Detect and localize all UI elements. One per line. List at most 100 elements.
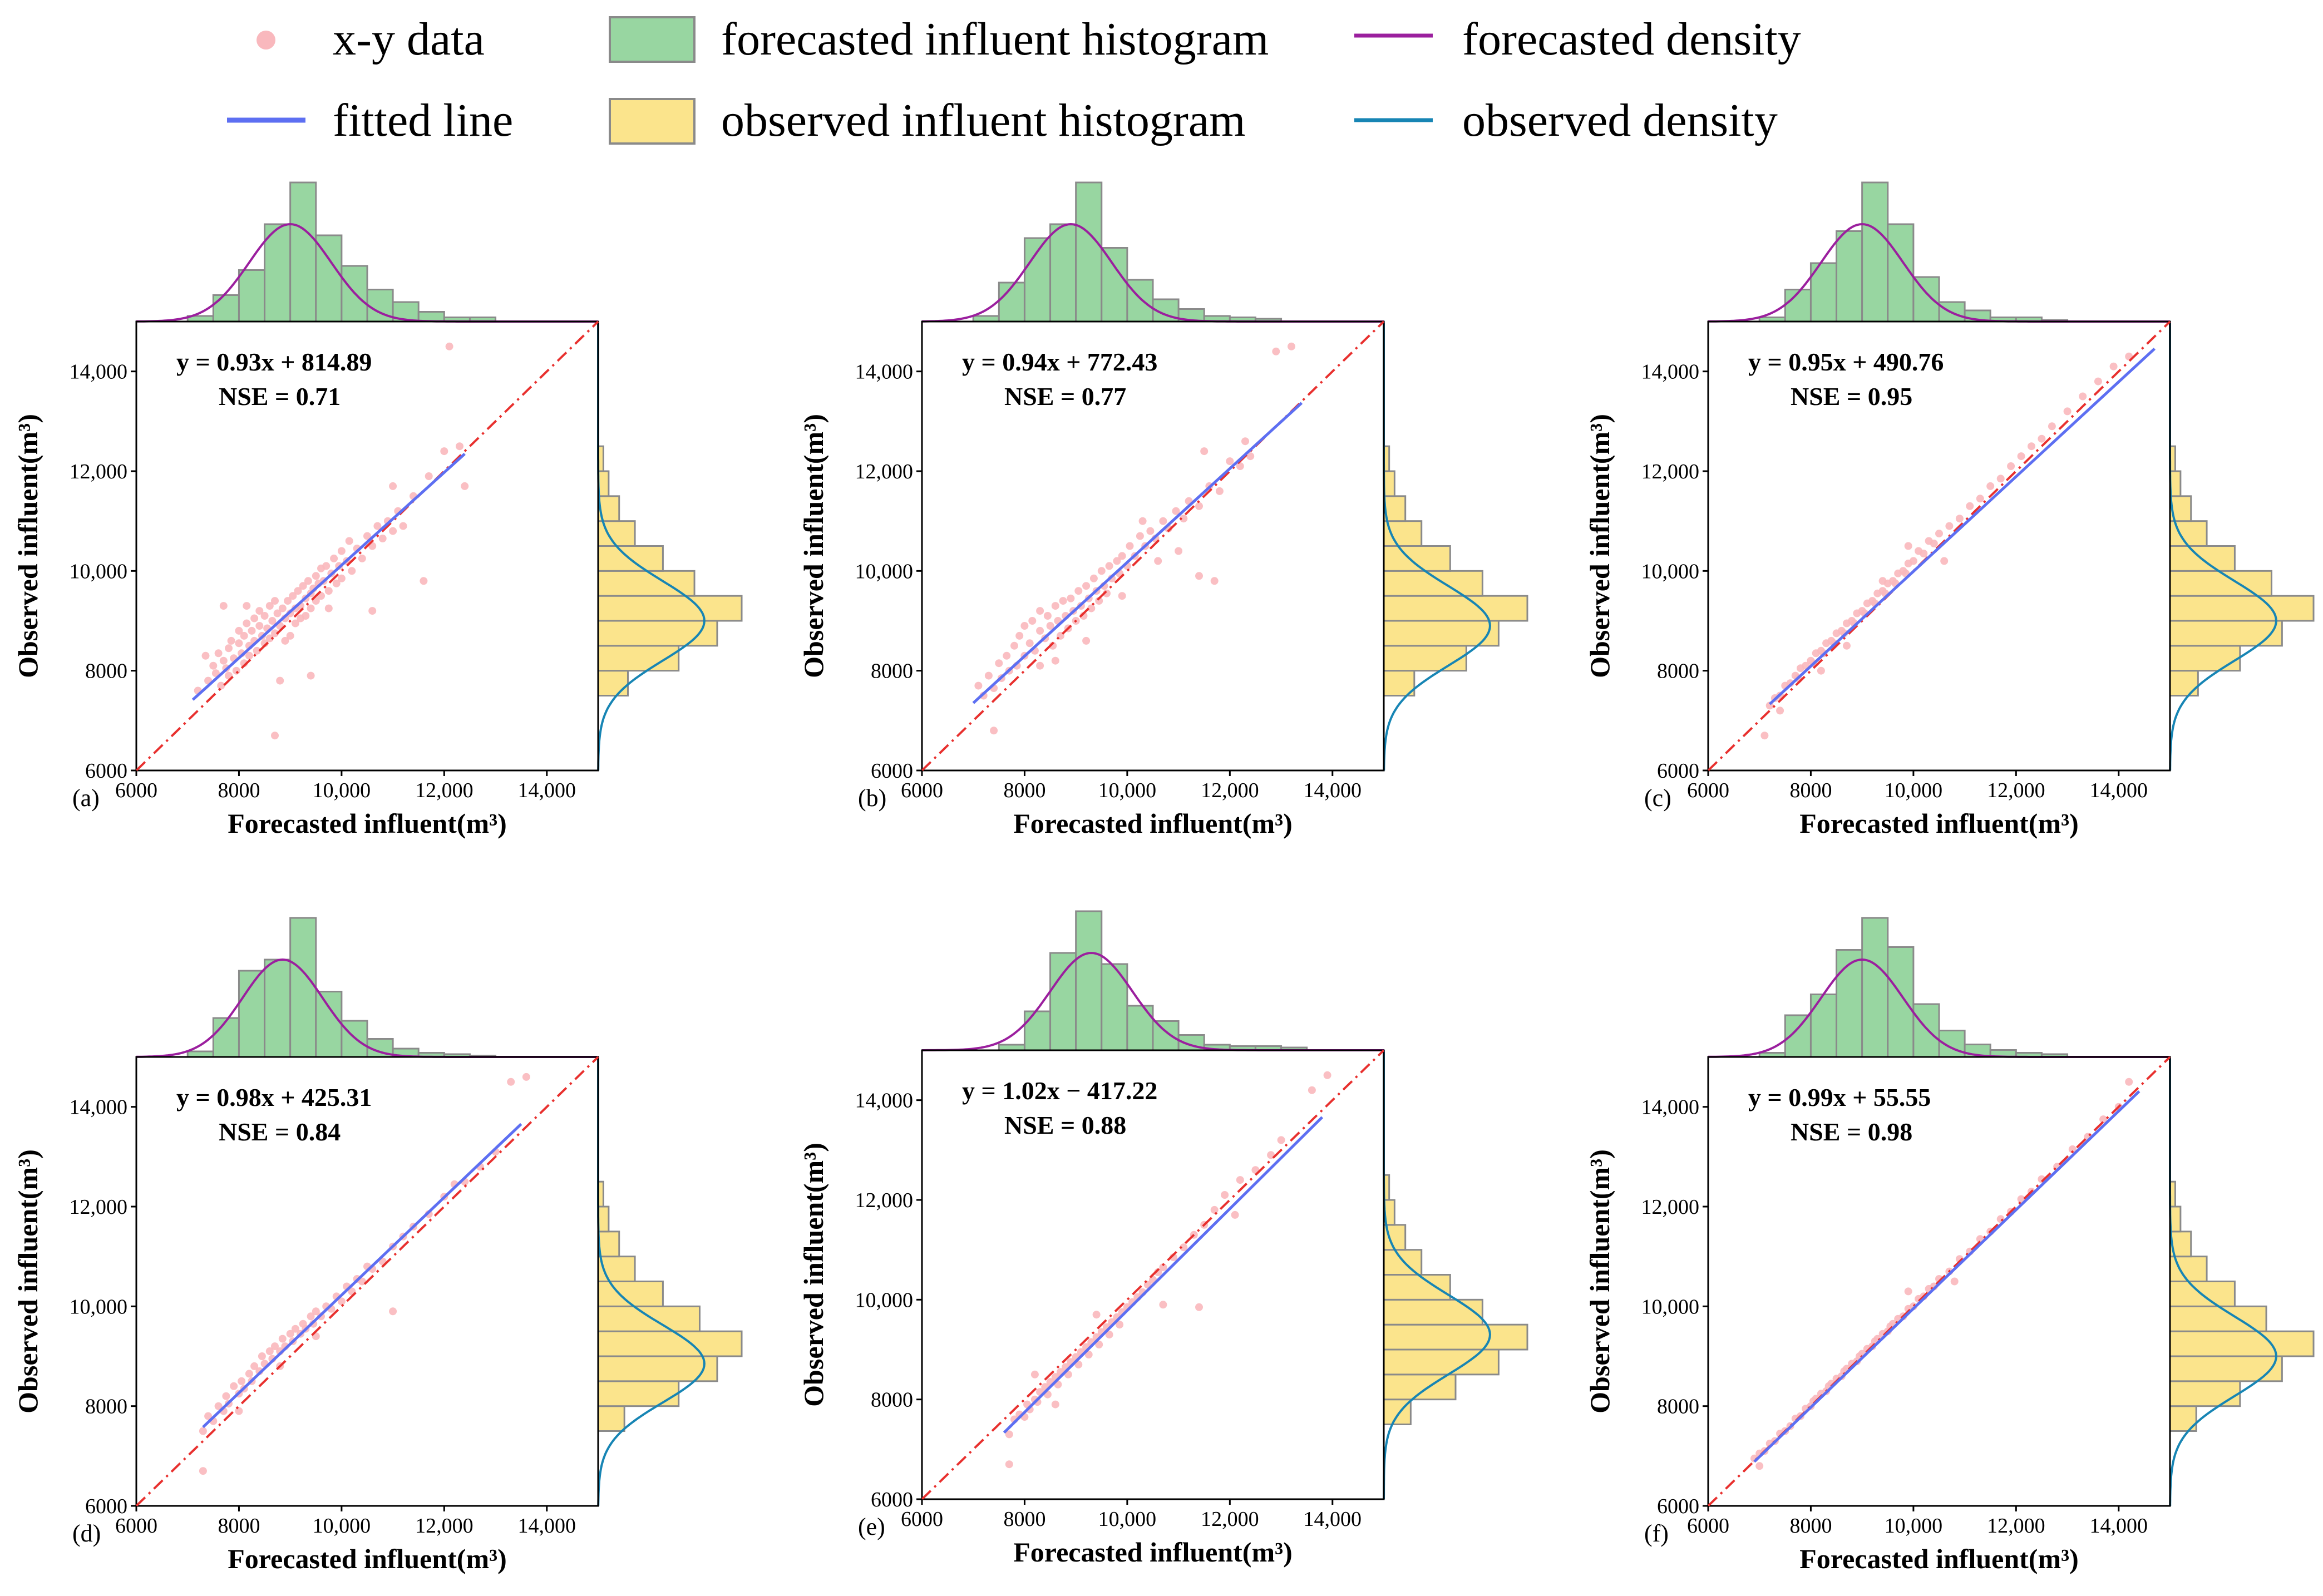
scatter-point [2028, 442, 2035, 451]
scatter-point [253, 646, 261, 655]
forecast-histogram [1758, 181, 2069, 323]
observed-hist-bar [2169, 1355, 2283, 1382]
scatter-point [1180, 515, 1188, 523]
x-tick-label: 8000 [218, 779, 260, 802]
y-tick-label: 12,000 [855, 1189, 914, 1212]
scatter-point [1955, 515, 1964, 523]
fitted-line [1753, 1090, 2140, 1463]
y-tick-label: 6000 [1657, 1495, 1699, 1518]
x-tick-label: 6000 [901, 779, 943, 802]
scatter-point [1945, 522, 1954, 530]
scatter-point [1082, 582, 1091, 590]
scatter-point [250, 614, 259, 622]
scatter-point [219, 656, 228, 665]
panel-b: 6000 8000 10,000 12,000 14,000 6000 8000 10,000… [798, 181, 1528, 839]
fitted-line [202, 1123, 522, 1429]
y-tick-label: 10,000 [855, 560, 914, 583]
observed-hist-bar [1383, 1348, 1500, 1376]
scatter-point [1051, 656, 1059, 665]
scatter-point [245, 1370, 253, 1378]
scatter-point [974, 681, 983, 690]
scatter-point [1323, 1071, 1331, 1079]
plot-frame [921, 320, 1385, 772]
x-tick-label: 12,000 [1987, 1514, 2045, 1538]
panel-label: (c) [1644, 784, 1671, 812]
scatter-point [1215, 487, 1224, 495]
scatter-point [1817, 666, 1825, 675]
scatter-point [1138, 517, 1147, 525]
legend-forecast-density-label: forecasted density [1462, 13, 1801, 65]
legend-item-observed-hist: observed influent histogram [609, 95, 1245, 146]
y-tick-label: 12,000 [70, 460, 128, 483]
y-tick-label: 6000 [871, 759, 913, 783]
scatter-point [1126, 542, 1134, 550]
scatter-point [2063, 407, 2072, 416]
plot-frame [135, 1056, 599, 1507]
legend-forecast-hist-label: forecasted influent histogram [721, 13, 1269, 65]
scatter-point [199, 1467, 207, 1475]
y-tick-label: 14,000 [1641, 360, 1700, 384]
scatter-series [194, 342, 469, 740]
scatter-point [1051, 1400, 1059, 1409]
scatter-point [250, 1362, 259, 1370]
scatter-point [373, 522, 382, 530]
forecast-hist-bar [212, 1017, 240, 1058]
scatter-point [286, 1330, 294, 1338]
scatter-point [1226, 457, 1234, 466]
x-axis-label: Forecasted influent(m³) [1799, 1543, 2078, 1574]
forecast-hist-bar [264, 223, 292, 323]
scatter-point [345, 537, 353, 545]
forecast-hist-bar [289, 917, 317, 1058]
legend: x-y data fitted line forecasted influent… [227, 13, 1801, 146]
nse-value: NSE = 0.77 [1004, 382, 1126, 411]
forecast-hist-bar [1861, 181, 1889, 323]
panels: 6000 8000 10,000 12,000 14,000 6000 8000 10,000… [12, 181, 2315, 1574]
fitted-line [1003, 1116, 1324, 1434]
y-tick-label: 12,000 [1641, 460, 1700, 483]
legend-item-forecast-hist: forecasted influent histogram [609, 13, 1269, 65]
scatter-point [1246, 452, 1255, 461]
scatter-point [304, 577, 312, 585]
scatter-point [1904, 1287, 1912, 1296]
scatter-point [222, 1392, 230, 1400]
legend-forecast-hist-marker [609, 16, 696, 63]
panel-label: (d) [72, 1520, 101, 1547]
x-tick-label: 8000 [1789, 1514, 1832, 1538]
scatter-point [1116, 1321, 1124, 1329]
scatter-point [1092, 1311, 1101, 1319]
scatter-point [1095, 1341, 1103, 1348]
forecast-hist-bar [1836, 230, 1863, 323]
scatter-point [363, 532, 371, 540]
x-axis-label: Forecasted influent(m³) [228, 808, 506, 839]
scatter-point [243, 619, 251, 627]
y-tick-label: 14,000 [1641, 1096, 1700, 1119]
x-tick-label: 10,000 [1098, 779, 1157, 802]
scatter-point [1175, 547, 1183, 555]
one-to-one-line [921, 1049, 1385, 1500]
legend-observed-hist-label: observed influent histogram [721, 95, 1245, 146]
observed-hist-bar [2169, 645, 2241, 672]
legend-observed-hist-marker [609, 98, 696, 145]
observed-hist-bar [597, 1405, 625, 1432]
scatter-point [265, 1347, 274, 1355]
y-tick-label: 6000 [85, 759, 127, 783]
nse-value: NSE = 0.88 [1004, 1111, 1126, 1139]
panel-label: (f) [1644, 1520, 1669, 1547]
fitted-line [1768, 347, 2156, 705]
scatter-point [278, 604, 287, 612]
scatter-point [1172, 507, 1180, 515]
observed-histogram [597, 445, 743, 696]
scatter-point [2038, 434, 2046, 443]
scatter-point [2109, 362, 2118, 370]
forecast-hist-bar [1887, 946, 1915, 1058]
y-tick-label: 8000 [871, 660, 913, 683]
forecast-hist-bar [315, 234, 343, 323]
x-tick-label: 6000 [901, 1508, 943, 1531]
nse-value: NSE = 0.71 [219, 382, 341, 411]
scatter-point [1843, 641, 1851, 650]
panel-label: (e) [858, 1513, 885, 1540]
observed-histogram [597, 1180, 743, 1432]
scatter-point [440, 447, 448, 456]
y-tick-label: 8000 [85, 1395, 127, 1419]
forecast-histogram [1758, 917, 2069, 1058]
